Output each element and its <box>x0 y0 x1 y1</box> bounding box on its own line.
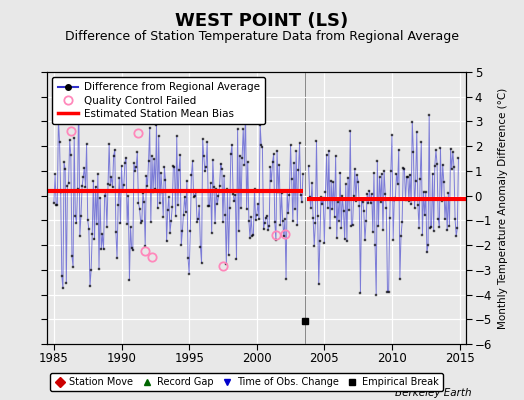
Legend: Station Move, Record Gap, Time of Obs. Change, Empirical Break: Station Move, Record Gap, Time of Obs. C… <box>50 373 443 391</box>
Legend: Difference from Regional Average, Quality Control Failed, Estimated Station Mean: Difference from Regional Average, Qualit… <box>52 77 265 124</box>
Text: Berkeley Earth: Berkeley Earth <box>395 388 472 398</box>
Text: Difference of Station Temperature Data from Regional Average: Difference of Station Temperature Data f… <box>65 30 459 43</box>
Y-axis label: Monthly Temperature Anomaly Difference (°C): Monthly Temperature Anomaly Difference (… <box>498 87 508 329</box>
Text: WEST POINT (LS): WEST POINT (LS) <box>176 12 348 30</box>
